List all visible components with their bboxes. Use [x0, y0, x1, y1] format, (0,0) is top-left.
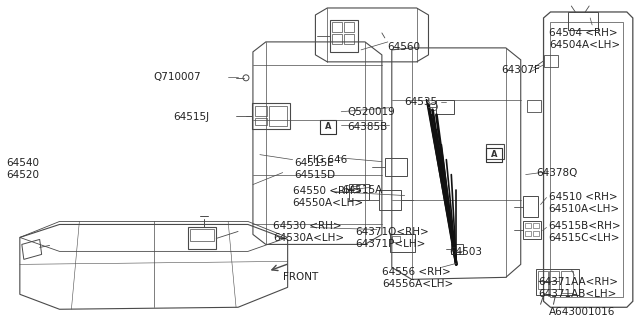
Text: 64371AB<LH>: 64371AB<LH> — [539, 289, 617, 299]
Text: 64515J: 64515J — [173, 112, 210, 122]
Text: 64515D: 64515D — [294, 170, 336, 180]
Text: 64504A<LH>: 64504A<LH> — [550, 40, 621, 50]
Bar — [486, 148, 502, 162]
Text: A: A — [325, 122, 332, 131]
Text: 64520: 64520 — [6, 170, 39, 180]
Bar — [255, 106, 267, 116]
Text: 64530 <RH>: 64530 <RH> — [273, 221, 341, 231]
Bar — [451, 244, 463, 254]
Bar — [561, 271, 573, 293]
Text: 64503: 64503 — [449, 247, 483, 257]
Bar — [321, 120, 336, 134]
Bar — [191, 229, 214, 241]
Bar — [568, 12, 598, 30]
Text: 64515A: 64515A — [342, 185, 383, 195]
Bar — [532, 223, 539, 228]
Bar — [385, 158, 406, 176]
Bar — [550, 271, 559, 281]
Text: FRONT: FRONT — [283, 272, 318, 282]
Bar — [536, 269, 579, 295]
Bar — [525, 223, 531, 228]
Bar — [532, 231, 539, 236]
Bar — [349, 184, 369, 200]
Text: A: A — [491, 150, 497, 159]
Text: 64378Q: 64378Q — [536, 168, 578, 178]
Text: 64515B<RH>: 64515B<RH> — [548, 221, 621, 231]
Text: 64371AA<RH>: 64371AA<RH> — [539, 277, 619, 287]
Text: 64510A<LH>: 64510A<LH> — [548, 204, 620, 213]
Text: 64371O<RH>: 64371O<RH> — [355, 228, 429, 237]
Text: 64556 <RH>: 64556 <RH> — [382, 268, 451, 277]
Bar — [550, 281, 559, 289]
Text: 64535: 64535 — [404, 97, 438, 107]
Bar — [344, 22, 354, 32]
Text: 64540: 64540 — [6, 158, 39, 168]
Bar — [269, 106, 287, 126]
Bar — [252, 103, 290, 129]
Bar — [332, 22, 342, 32]
Bar — [351, 186, 359, 192]
Bar — [188, 228, 216, 249]
Text: 64515E: 64515E — [294, 158, 334, 168]
Bar — [344, 34, 354, 44]
Bar — [390, 235, 415, 252]
Text: 64550 <RH>: 64550 <RH> — [292, 186, 361, 196]
Text: 64530A<LH>: 64530A<LH> — [273, 234, 344, 244]
Bar — [330, 20, 358, 52]
Bar — [379, 189, 401, 210]
Bar — [523, 196, 538, 218]
Text: 64307F: 64307F — [501, 65, 540, 75]
Text: 64385B: 64385B — [347, 122, 387, 132]
Bar — [436, 100, 454, 114]
Bar — [255, 118, 267, 125]
Bar — [527, 100, 541, 112]
Bar — [538, 281, 547, 289]
Bar — [523, 221, 541, 239]
Bar — [543, 55, 559, 67]
Text: 64515C<LH>: 64515C<LH> — [548, 234, 620, 244]
Text: Q710007: Q710007 — [154, 72, 202, 82]
Text: 64556A<LH>: 64556A<LH> — [382, 279, 453, 289]
Bar — [538, 271, 547, 281]
Text: 64550A<LH>: 64550A<LH> — [292, 197, 364, 208]
Text: 64371P<LH>: 64371P<LH> — [355, 239, 426, 249]
Bar — [392, 236, 400, 243]
Text: FIG.646: FIG.646 — [307, 155, 348, 164]
Bar — [525, 231, 531, 236]
Text: A643001016: A643001016 — [548, 307, 615, 317]
Text: 64504 <RH>: 64504 <RH> — [550, 28, 618, 38]
Bar — [486, 144, 504, 159]
Text: Q520019: Q520019 — [347, 107, 395, 117]
Text: 64510 <RH>: 64510 <RH> — [548, 192, 617, 202]
Bar — [332, 34, 342, 44]
Text: 64560: 64560 — [387, 42, 420, 52]
